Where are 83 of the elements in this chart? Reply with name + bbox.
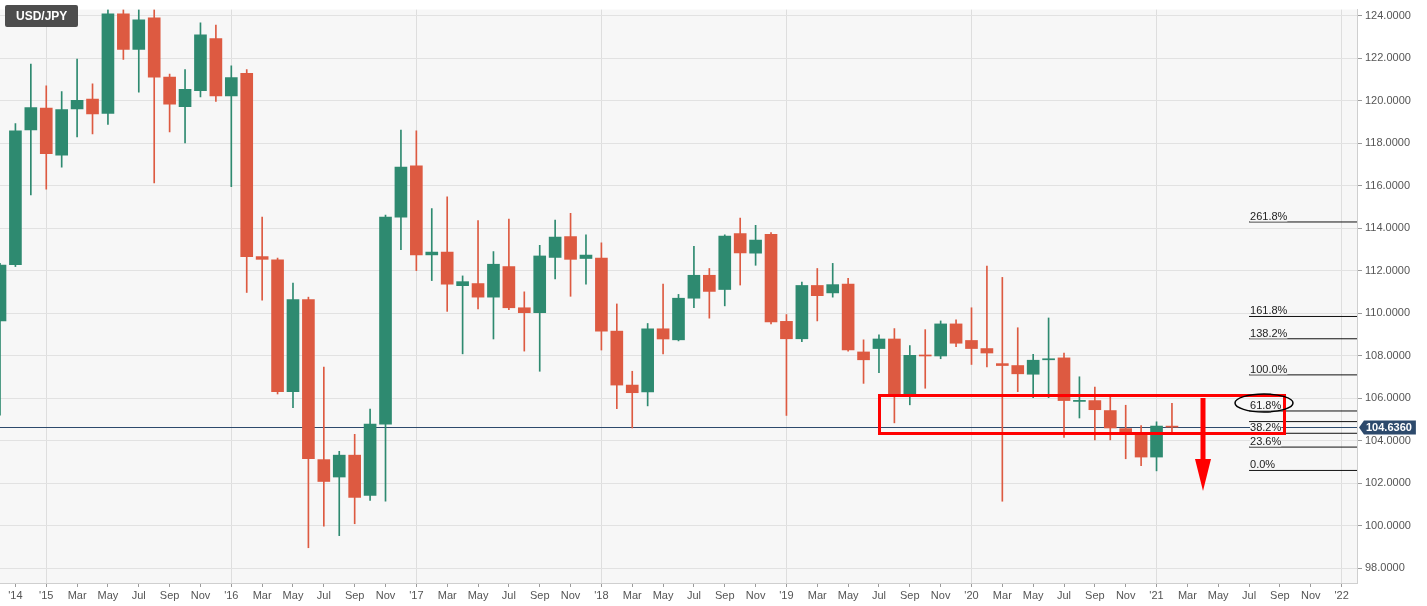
x-tick-label: Mar [807,588,828,601]
series-label: 261.8% [1250,210,1288,222]
x-tick-label: '22 [1334,588,1349,601]
x-tick-label: May [1022,588,1045,601]
x-tick-label: Jul [1242,588,1257,601]
series-label: 0.0% [1250,458,1276,470]
x-tick-label: May [837,588,860,601]
y-tick-label: 98.0000 [1365,561,1405,574]
x-tick-label: Sep [159,588,180,601]
x-tick-label: '21 [1149,588,1164,601]
x-tick-label: Nov [375,588,396,601]
candlestick [317,366,331,527]
x-tick-label: Sep [900,588,920,601]
series-label: 61.8% [1250,399,1282,411]
candlestick [656,283,670,355]
x-tick-label: '18 [594,588,609,601]
x-tick-label: Nov [1115,588,1136,601]
candlestick [625,370,639,429]
candlestick [425,208,439,281]
x-tick-label: Jul [501,588,516,601]
y-tick-label: 110.0000 [1365,306,1411,319]
candlestick [224,65,238,188]
y-tick-label: 118.0000 [1365,136,1411,149]
y-tick-label: 108.0000 [1365,348,1411,361]
series-label: 100.0% [1250,363,1288,375]
series-label: 161.8% [1250,304,1288,316]
candlestick [810,268,824,322]
candlestick [255,216,269,301]
chart-title: USD/JPY [5,5,79,27]
x-tick-label: Jul [316,588,331,601]
candlestick [579,234,593,285]
ref-line-label: 104.6360 [1366,421,1412,434]
x-tick-label: '20 [964,588,979,601]
y-tick-label: 116.0000 [1365,178,1411,191]
x-tick-label: May [467,588,489,601]
x-tick-label: Mar [67,588,87,601]
x-tick-label: Mar [252,588,272,601]
y-tick-label: 112.0000 [1365,263,1411,276]
x-tick-label: Mar [1177,588,1198,601]
y-tick-label: 102.0000 [1365,476,1411,489]
x-tick-label: Sep [1270,588,1290,601]
x-tick-label: May [282,588,304,601]
x-tick-label: May [97,588,119,601]
x-tick-label: Nov [190,588,211,601]
x-tick-label: Sep [529,588,550,601]
y-tick-label: 122.0000 [1365,51,1411,64]
x-tick-label: Nov [560,588,581,601]
x-tick-label: Nov [930,588,951,601]
x-tick-label: '14 [8,588,23,601]
x-tick-label: Jul [131,588,146,601]
y-tick-label: 124.0000 [1365,9,1411,21]
candlestick [980,265,994,368]
candlestick [24,63,38,196]
candlestick [1011,327,1025,392]
x-tick-label: Nov [745,588,766,601]
x-tick-label: Sep [344,588,365,601]
y-tick-label: 106.0000 [1365,391,1411,404]
series-label: 138.2% [1250,327,1288,339]
y-tick-label: 100.0000 [1365,518,1411,531]
series-label: 23.6% [1250,435,1282,447]
x-tick-label: Jul [871,588,886,601]
y-tick-label: 120.0000 [1365,93,1411,106]
x-tick-label: '19 [779,588,794,601]
x-tick-label: Sep [1085,588,1105,601]
x-tick-label: Mar [437,588,457,601]
x-tick-label: Mar [992,588,1013,601]
x-tick-label: Jul [1056,588,1072,601]
x-tick-label: Nov [1300,588,1322,601]
series-label: 38.2% [1250,421,1282,433]
x-tick-label: '17 [409,588,424,601]
x-tick-label: '15 [39,588,54,601]
x-tick-label: May [1207,588,1230,601]
y-tick-label: 104.0000 [1365,433,1411,446]
y-tick-label: 114.0000 [1365,221,1411,234]
candlestick [178,69,192,144]
x-tick-label: Jul [686,588,701,601]
x-tick-label: Sep [714,588,735,601]
x-tick-label: Mar [622,588,643,601]
candlestick [517,291,531,352]
x-tick-label: May [652,588,674,601]
candlestick [471,220,485,310]
candlestick [70,58,84,138]
x-tick-label: '16 [224,588,239,601]
